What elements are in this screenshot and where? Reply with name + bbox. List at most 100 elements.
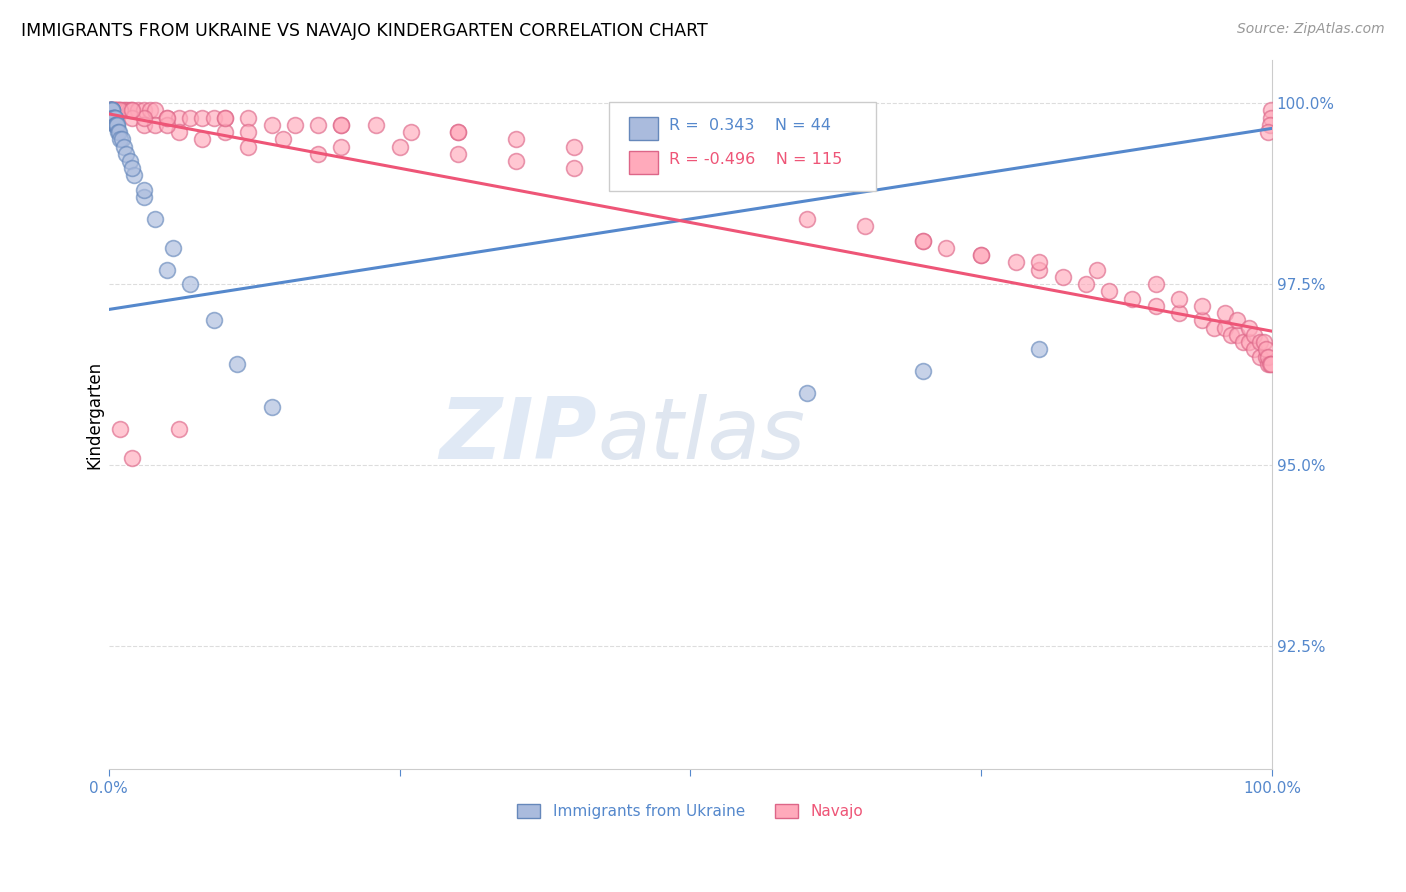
Point xyxy=(100,103,122,118)
Point xyxy=(105,118,128,132)
Point xyxy=(330,118,353,132)
Point xyxy=(191,132,214,146)
Point xyxy=(1237,320,1260,334)
Point xyxy=(103,111,125,125)
Point xyxy=(107,103,129,118)
Point xyxy=(1087,262,1109,277)
Point xyxy=(1028,343,1050,357)
Point xyxy=(1052,269,1074,284)
Point xyxy=(505,132,527,146)
Point xyxy=(1202,320,1225,334)
Point xyxy=(562,139,585,153)
Point xyxy=(1257,357,1279,371)
Legend: Immigrants from Ukraine, Navajo: Immigrants from Ukraine, Navajo xyxy=(512,798,869,825)
Point xyxy=(145,118,167,132)
Point xyxy=(330,118,353,132)
Point xyxy=(238,125,260,139)
Point xyxy=(330,139,353,153)
Point xyxy=(796,211,818,226)
Point xyxy=(1144,277,1167,291)
Point xyxy=(132,111,155,125)
Point xyxy=(505,153,527,168)
Point xyxy=(1098,285,1121,299)
Point xyxy=(121,103,143,118)
Point xyxy=(1260,103,1282,118)
Point xyxy=(98,103,121,118)
Point xyxy=(156,111,179,125)
Point xyxy=(447,125,470,139)
Point xyxy=(1232,334,1254,349)
Point xyxy=(238,139,260,153)
Point xyxy=(105,103,128,118)
Point xyxy=(366,118,388,132)
Point xyxy=(562,161,585,176)
Point xyxy=(101,103,124,118)
Point xyxy=(621,146,644,161)
Point xyxy=(202,313,225,327)
Point xyxy=(179,277,201,291)
FancyBboxPatch shape xyxy=(628,151,658,174)
Point xyxy=(1243,343,1265,357)
Point xyxy=(103,103,125,118)
Point xyxy=(260,401,283,415)
Point xyxy=(162,241,184,255)
Point xyxy=(1249,334,1271,349)
Point xyxy=(970,248,993,262)
Point xyxy=(1260,111,1282,125)
Point xyxy=(1191,299,1213,313)
Point xyxy=(138,103,160,118)
Point xyxy=(167,111,190,125)
Point xyxy=(238,111,260,125)
Point xyxy=(112,139,135,153)
Point xyxy=(108,103,131,118)
Point xyxy=(110,132,132,146)
Point xyxy=(101,103,124,118)
Point xyxy=(101,111,124,125)
Text: R =  0.343    N = 44: R = 0.343 N = 44 xyxy=(669,118,831,133)
Point xyxy=(447,125,470,139)
Point xyxy=(1121,292,1143,306)
Point xyxy=(307,118,329,132)
Point xyxy=(100,103,122,118)
Text: R = -0.496    N = 115: R = -0.496 N = 115 xyxy=(669,153,842,167)
Point xyxy=(1254,350,1277,364)
Point xyxy=(103,103,125,118)
Point xyxy=(179,111,201,125)
FancyBboxPatch shape xyxy=(609,103,876,191)
Point xyxy=(121,450,143,465)
Point xyxy=(98,103,121,118)
Point xyxy=(1257,350,1279,364)
Point xyxy=(1237,334,1260,349)
Point xyxy=(132,183,155,197)
Point xyxy=(104,111,127,125)
Point xyxy=(98,103,121,118)
Point xyxy=(100,103,122,118)
Point xyxy=(111,132,134,146)
Point xyxy=(124,169,146,183)
Point xyxy=(110,103,132,118)
Point xyxy=(132,190,155,204)
Point xyxy=(101,103,124,118)
Point xyxy=(399,125,422,139)
Point xyxy=(104,111,127,125)
Point xyxy=(127,103,149,118)
Point xyxy=(970,248,993,262)
Point xyxy=(447,146,470,161)
Point xyxy=(118,103,141,118)
Point xyxy=(103,111,125,125)
Point xyxy=(214,111,236,125)
Point xyxy=(121,111,143,125)
Point xyxy=(796,385,818,400)
Point xyxy=(853,219,876,234)
Point xyxy=(156,262,179,277)
Point xyxy=(911,234,934,248)
Point xyxy=(104,118,127,132)
Point xyxy=(679,139,702,153)
Point xyxy=(1191,313,1213,327)
Point xyxy=(114,103,136,118)
Point xyxy=(679,153,702,168)
Text: ZIP: ZIP xyxy=(440,394,598,477)
Point xyxy=(225,357,247,371)
Point xyxy=(214,111,236,125)
Point xyxy=(100,103,122,118)
